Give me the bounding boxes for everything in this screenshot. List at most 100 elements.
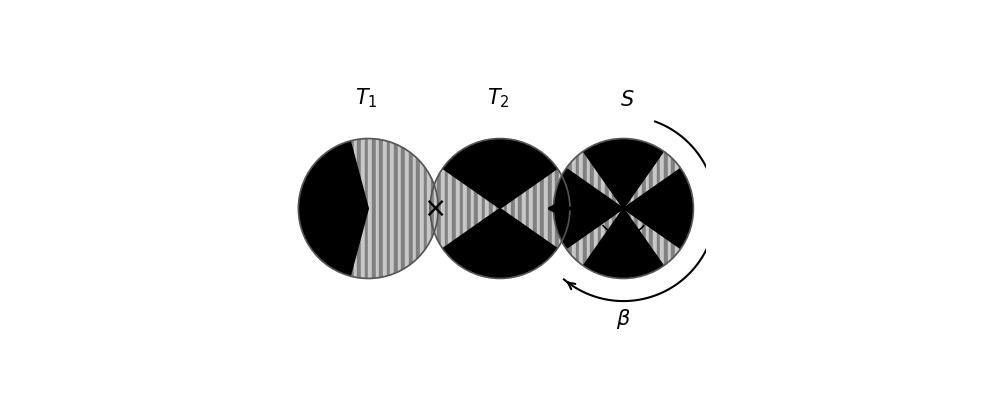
- Text: $\beta$: $\beta$: [616, 307, 631, 331]
- Bar: [368, 138, 372, 279]
- Bar: [496, 138, 500, 279]
- Bar: [668, 138, 671, 279]
- Bar: [493, 138, 496, 279]
- Text: $\times$: $\times$: [423, 194, 445, 223]
- Bar: [638, 138, 642, 279]
- Bar: [671, 138, 675, 279]
- Bar: [346, 138, 350, 279]
- Circle shape: [298, 138, 438, 279]
- Bar: [660, 138, 664, 279]
- Bar: [339, 138, 343, 279]
- Bar: [561, 138, 565, 279]
- Bar: [416, 138, 420, 279]
- Bar: [601, 138, 605, 279]
- Bar: [605, 138, 609, 279]
- Bar: [594, 138, 598, 279]
- Bar: [576, 138, 579, 279]
- Bar: [565, 138, 568, 279]
- Bar: [612, 138, 616, 279]
- Bar: [478, 138, 482, 279]
- Bar: [555, 138, 559, 279]
- Bar: [500, 138, 504, 279]
- Bar: [540, 138, 544, 279]
- Bar: [646, 138, 649, 279]
- Bar: [390, 138, 394, 279]
- Bar: [467, 138, 471, 279]
- Bar: [504, 138, 507, 279]
- Bar: [563, 138, 566, 279]
- Wedge shape: [298, 141, 368, 276]
- Bar: [533, 138, 537, 279]
- Bar: [634, 138, 638, 279]
- Bar: [460, 138, 463, 279]
- Bar: [365, 138, 368, 279]
- Bar: [631, 138, 634, 279]
- Bar: [553, 138, 557, 279]
- Bar: [398, 138, 401, 279]
- Bar: [609, 138, 612, 279]
- Circle shape: [553, 138, 693, 279]
- Bar: [679, 138, 682, 279]
- Wedge shape: [443, 208, 557, 279]
- Bar: [350, 138, 354, 279]
- Bar: [653, 138, 657, 279]
- Bar: [383, 138, 387, 279]
- Bar: [649, 138, 653, 279]
- Bar: [324, 138, 328, 279]
- Bar: [298, 138, 302, 279]
- Bar: [511, 138, 515, 279]
- Wedge shape: [443, 138, 557, 208]
- Bar: [471, 138, 474, 279]
- Bar: [456, 138, 460, 279]
- Bar: [424, 138, 427, 279]
- Bar: [682, 138, 686, 279]
- Bar: [313, 138, 317, 279]
- Bar: [489, 138, 493, 279]
- Text: $T_2$: $T_2$: [487, 86, 509, 110]
- Bar: [507, 138, 511, 279]
- Text: $\alpha$: $\alpha$: [530, 161, 545, 180]
- Bar: [357, 138, 361, 279]
- Bar: [430, 138, 434, 279]
- Bar: [435, 138, 438, 279]
- Bar: [548, 138, 552, 279]
- Bar: [372, 138, 376, 279]
- Bar: [485, 138, 489, 279]
- Wedge shape: [623, 168, 693, 249]
- Bar: [413, 138, 416, 279]
- Bar: [627, 138, 631, 279]
- Wedge shape: [583, 208, 664, 279]
- Bar: [579, 138, 583, 279]
- Bar: [474, 138, 478, 279]
- Bar: [557, 138, 561, 279]
- Bar: [379, 138, 383, 279]
- Bar: [452, 138, 456, 279]
- Bar: [526, 138, 529, 279]
- Bar: [361, 138, 365, 279]
- Bar: [394, 138, 398, 279]
- Bar: [552, 138, 555, 279]
- Bar: [343, 138, 346, 279]
- Bar: [529, 138, 533, 279]
- Text: $T_1$: $T_1$: [355, 86, 378, 110]
- Bar: [434, 138, 437, 279]
- Bar: [335, 138, 339, 279]
- Bar: [431, 138, 435, 279]
- Bar: [302, 138, 306, 279]
- Bar: [437, 138, 441, 279]
- Bar: [441, 138, 445, 279]
- Wedge shape: [553, 168, 623, 249]
- Bar: [568, 138, 572, 279]
- Bar: [587, 138, 590, 279]
- Wedge shape: [583, 138, 664, 208]
- Bar: [328, 138, 332, 279]
- Bar: [482, 138, 485, 279]
- Bar: [616, 138, 620, 279]
- Bar: [690, 138, 693, 279]
- Circle shape: [430, 138, 570, 279]
- Bar: [387, 138, 390, 279]
- Bar: [657, 138, 660, 279]
- Bar: [332, 138, 335, 279]
- Bar: [559, 138, 563, 279]
- Bar: [448, 138, 452, 279]
